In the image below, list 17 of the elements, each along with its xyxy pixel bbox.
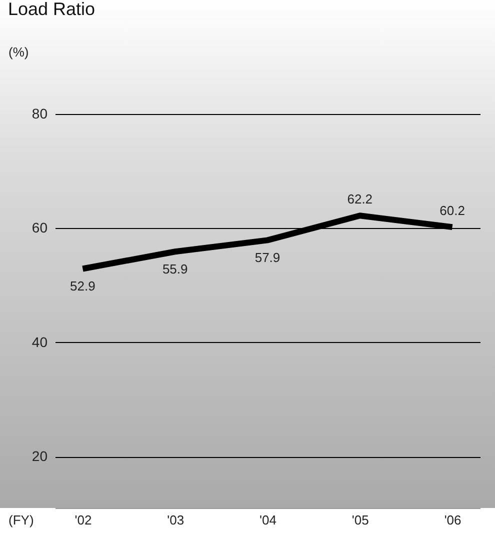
x-tick-label: '05 bbox=[352, 512, 369, 528]
chart-title: Load Ratio bbox=[8, 0, 96, 19]
y-tick-label: 60 bbox=[32, 220, 48, 236]
y-tick-label: 20 bbox=[32, 448, 48, 464]
data-label: 55.9 bbox=[162, 262, 188, 277]
x-tick-label: '03 bbox=[167, 512, 184, 528]
data-label: 62.2 bbox=[347, 192, 373, 207]
y-axis-title: (%) bbox=[8, 44, 29, 60]
x-tick-label: '06 bbox=[444, 512, 462, 528]
x-tick-label: '02 bbox=[74, 512, 92, 528]
y-tick-label: 40 bbox=[32, 334, 48, 350]
data-label: 57.9 bbox=[254, 250, 280, 266]
y-tick-label: 80 bbox=[32, 106, 48, 122]
x-tick-label: '04 bbox=[260, 512, 276, 528]
x-axis-title: (FY) bbox=[8, 512, 34, 528]
data-label: 52.9 bbox=[70, 278, 96, 294]
data-label: 60.2 bbox=[440, 203, 465, 218]
